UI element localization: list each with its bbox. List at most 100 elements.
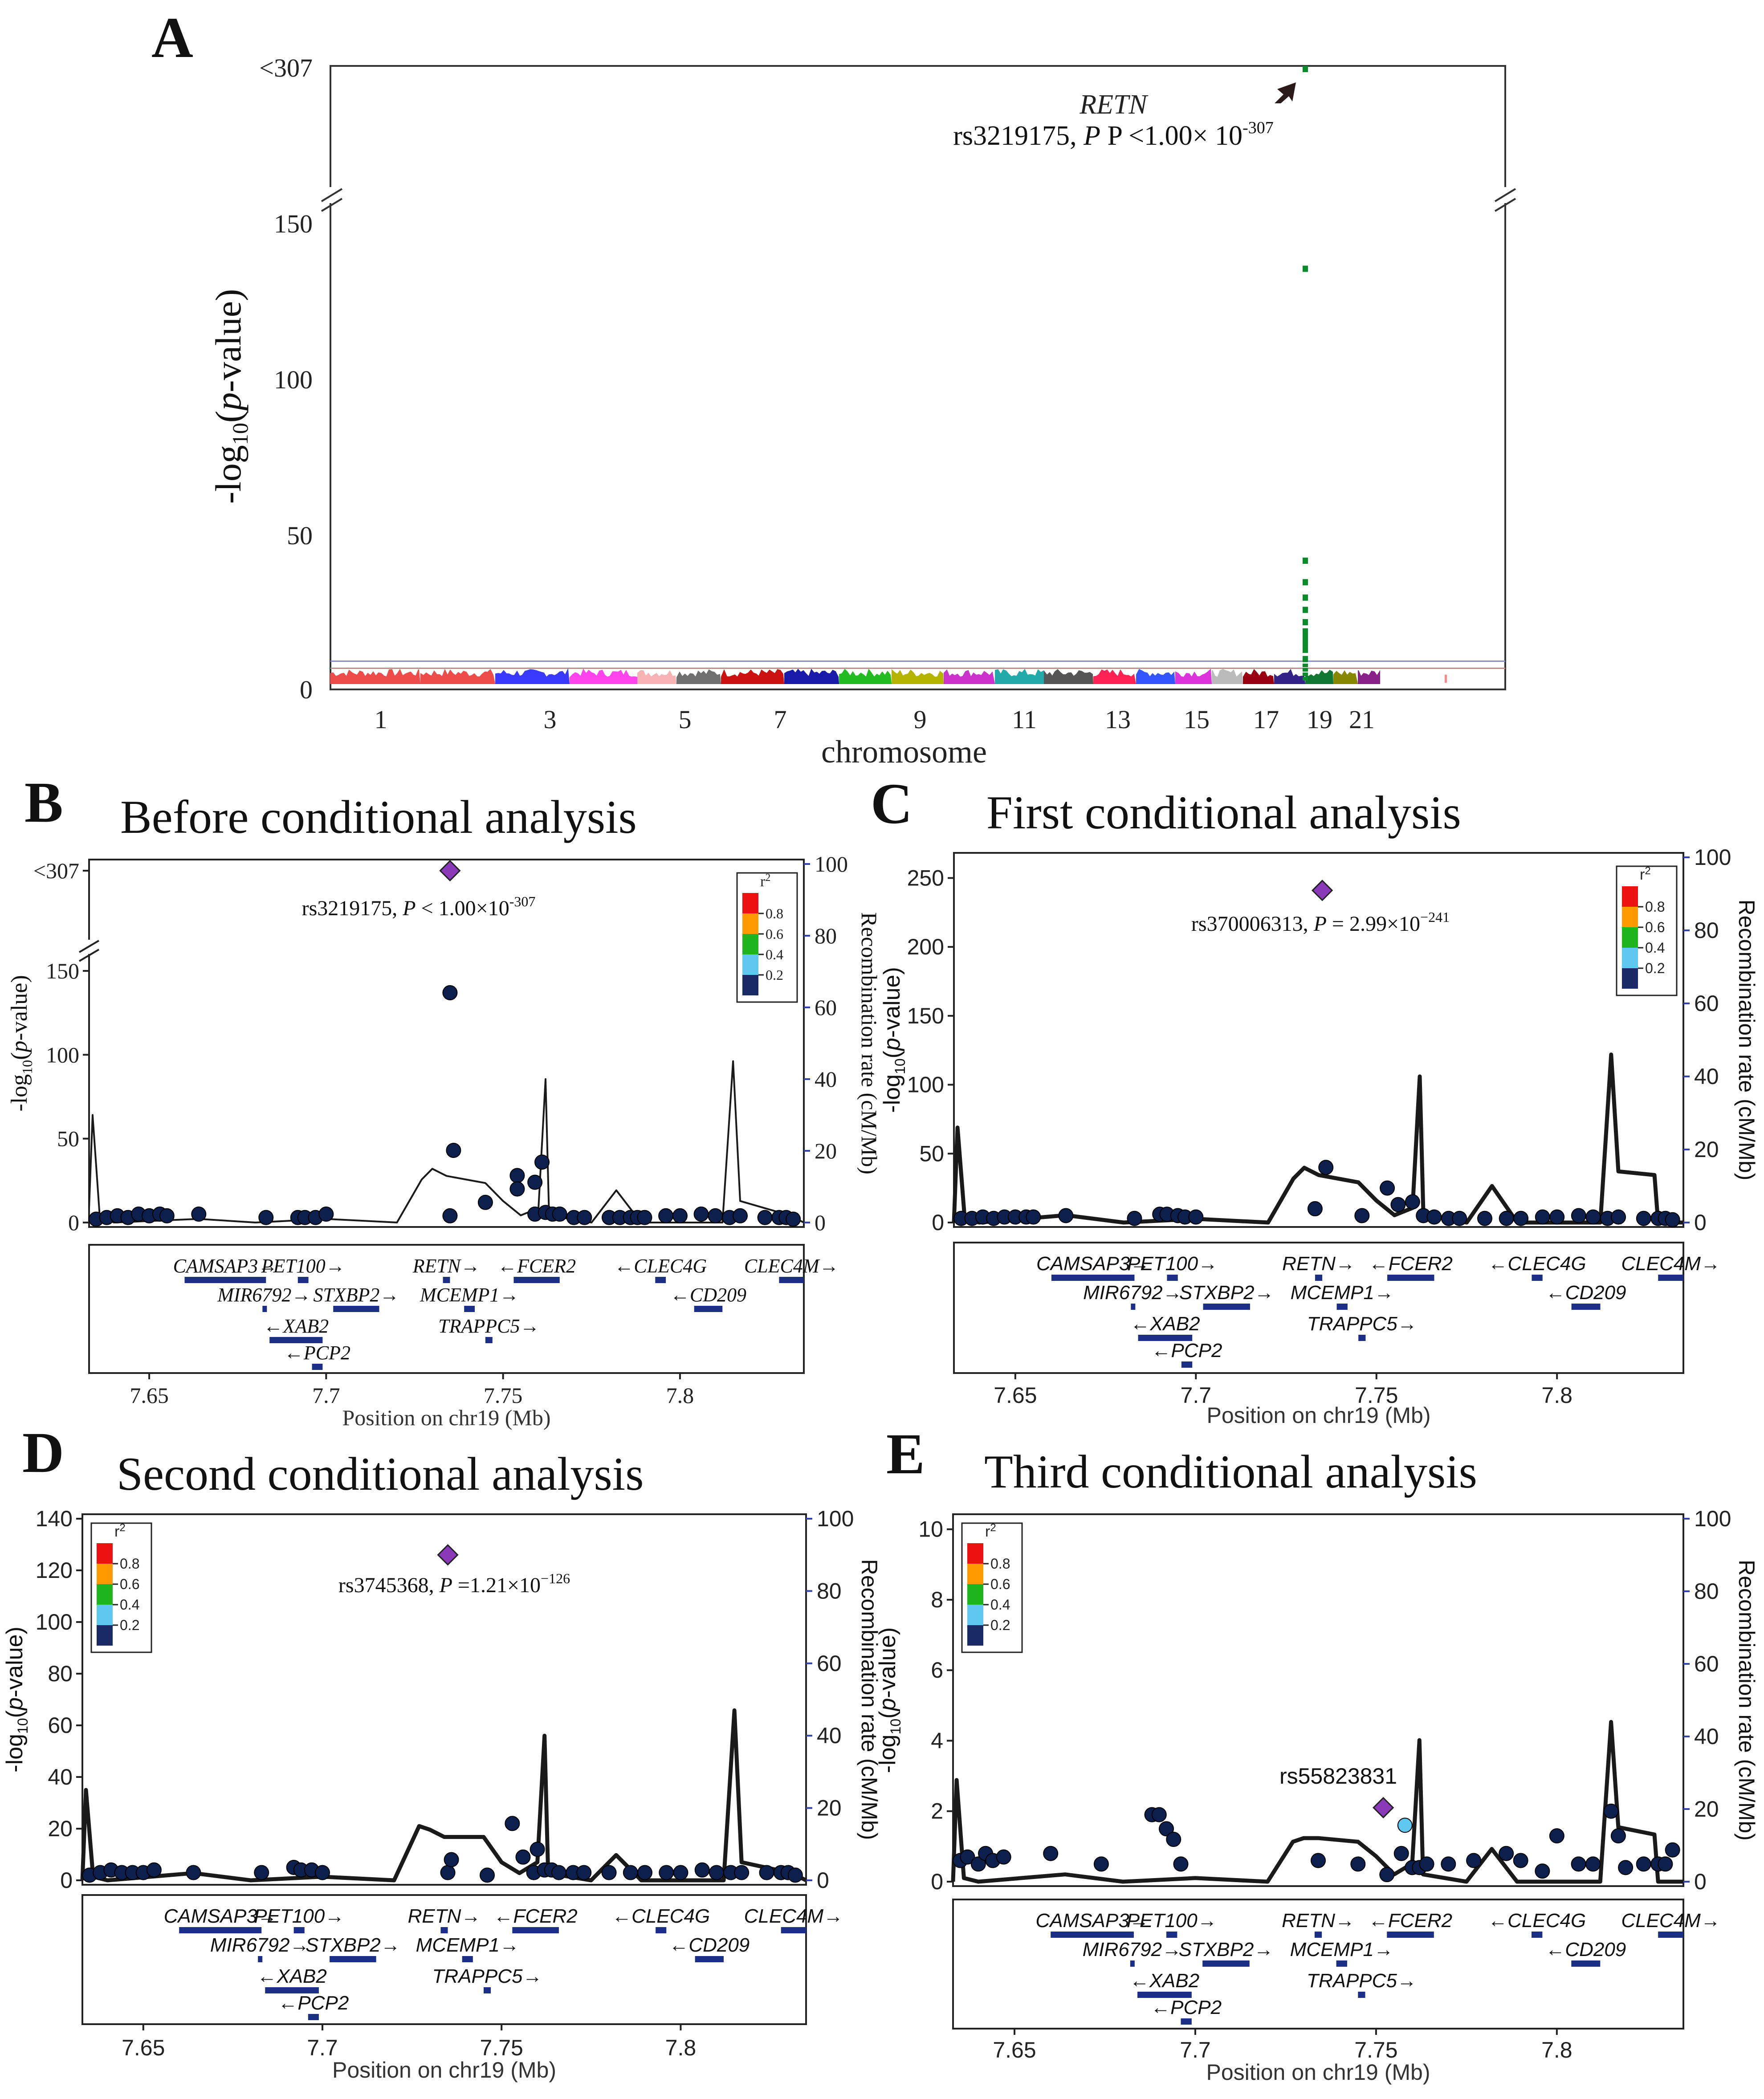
gene-label: MIR6792→	[217, 1284, 311, 1306]
gene-body	[330, 1956, 376, 1962]
y2-tick-label: 40	[1694, 1064, 1719, 1089]
y2-tick-label: 20	[1694, 1137, 1719, 1162]
gene-body	[1181, 2018, 1192, 2025]
gene-label: RETN→	[412, 1255, 481, 1277]
snp-point	[1513, 1210, 1529, 1226]
ld-legend-tick-label: 0.8	[1645, 899, 1665, 915]
snp-point	[734, 1865, 750, 1880]
ld-legend-tick-label: 0.4	[766, 946, 783, 962]
gene-body	[258, 1956, 263, 1962]
a-xtick-13: 13	[1105, 705, 1131, 734]
snp-point	[673, 1865, 688, 1880]
gene-label: ←XAB2	[1130, 1970, 1200, 1992]
ld-legend-swatch	[1622, 927, 1638, 948]
plot-frame	[953, 852, 1684, 1228]
y2-tick-label: 80	[815, 923, 837, 948]
ld-legend-swatch	[97, 1543, 113, 1564]
ld-legend-tick-label: 0.6	[1645, 919, 1665, 935]
y-axis-label: -log10(p-value)	[7, 975, 35, 1111]
gene-label: ←PCP2	[1151, 1997, 1222, 2018]
x-tick-label: 7.65	[122, 2035, 165, 2060]
y2-tick-label: 40	[1694, 1724, 1719, 1749]
chromosome-band-16	[1175, 668, 1212, 684]
y-tick-label: 0	[931, 1869, 943, 1894]
gene-label: PET100→	[261, 1255, 345, 1277]
gene-track-frame	[953, 1242, 1684, 1374]
gene-label: ←PCP2	[284, 1342, 350, 1364]
chromosome-band-14	[1093, 669, 1137, 684]
y2-axis-label: Recombination rate (cM/Mb)	[857, 912, 882, 1174]
chromosome-band-22	[1358, 670, 1380, 684]
snp-point	[1419, 1856, 1434, 1872]
gene-label: CLEC4M→	[1621, 1910, 1720, 1932]
lead-snp-marker	[1373, 1797, 1394, 1818]
y2-tick-label: 60	[815, 995, 837, 1020]
axis-break-mark	[78, 940, 100, 953]
chromosome-band-9	[839, 668, 892, 684]
chromosome-band-4	[570, 668, 637, 684]
snp-point	[708, 1208, 723, 1223]
chr19-point	[1303, 668, 1308, 672]
ld-legend-swatch	[1622, 886, 1638, 907]
ld-legend-swatch	[742, 975, 758, 995]
chromosome-band-19	[1274, 669, 1306, 684]
y-tick-label: 150	[907, 1003, 944, 1028]
x-axis-label: Position on chr19 (Mb)	[1206, 2060, 1430, 2085]
x-tick-label: 7.7	[1181, 1383, 1212, 1408]
ld-legend-tick-label: 0.6	[990, 1576, 1010, 1592]
snp-point	[1441, 1856, 1456, 1872]
gene-label: CLEC4M→	[1621, 1253, 1720, 1275]
chromosome-band-1	[330, 668, 421, 684]
ld-legend-tick-label: 0.6	[120, 1576, 139, 1592]
gene-body	[333, 1306, 379, 1312]
recombination-rate-line	[952, 1052, 1683, 1225]
gene-body	[1571, 1304, 1601, 1310]
snp-point	[1159, 1821, 1174, 1837]
snp-point	[1636, 1210, 1651, 1226]
snp-point	[601, 1865, 617, 1880]
ld-legend-tick-label: 0.2	[1645, 960, 1665, 976]
gene-label: STXBP2→	[306, 1934, 400, 1956]
panel-b: 0 50 100 150 <307 0 20 40 60 80 100 7.65 7.7 7.75 7.8 P…	[7, 852, 882, 1430]
snp-point	[1151, 1807, 1167, 1822]
ld-legend-tick-label: 0.8	[120, 1556, 139, 1572]
gene-body	[513, 1277, 560, 1283]
snp-point	[318, 1206, 334, 1222]
chromosome-band-5	[637, 670, 677, 684]
panel-d-title: Second conditional analysis	[117, 1448, 644, 1500]
gene-body	[1336, 1304, 1348, 1310]
gene-label: RETN→	[1282, 1253, 1355, 1275]
ld-legend-swatch	[1622, 968, 1638, 989]
y-tick-label: 8	[931, 1587, 943, 1612]
snp-point	[1166, 1832, 1181, 1847]
chromosome-band-10	[892, 669, 944, 684]
gene-body	[695, 1956, 724, 1962]
y2-tick-label: 40	[817, 1723, 842, 1748]
snp-point	[1318, 1160, 1334, 1175]
gene-label: MCEMP1→	[420, 1284, 519, 1306]
snp-point	[1603, 1803, 1619, 1819]
ld-legend-swatch	[742, 913, 758, 934]
gene-body	[1131, 1304, 1136, 1310]
snp-point	[159, 1208, 175, 1223]
snp-point	[1426, 1209, 1442, 1225]
gene-label: STXBP2→	[1179, 1939, 1274, 1960]
y-tick-label: 0	[60, 1868, 73, 1893]
snp-point	[694, 1862, 710, 1878]
gene-label: MIR6792→	[1083, 1282, 1182, 1304]
snp-point	[1618, 1860, 1634, 1875]
gene-body	[1532, 1932, 1543, 1938]
y-axis-label: -log10(p-value)	[875, 1627, 904, 1773]
snp-point	[1499, 1846, 1514, 1861]
snp-point	[191, 1206, 207, 1222]
ld-legend-swatch	[1622, 907, 1638, 927]
gene-body	[312, 1364, 323, 1370]
chromosome-band-15	[1136, 669, 1176, 684]
gene-label: ←CD209	[1545, 1939, 1626, 1960]
snp-point	[509, 1168, 525, 1183]
chromosome-band-6	[676, 669, 721, 684]
snp-point	[709, 1865, 724, 1880]
snp-point	[258, 1210, 274, 1225]
panel-c: 0 50 100 150 200 250 0 20 40 60 80 100 7.65 7.7 7.75 7.…	[879, 845, 1759, 1428]
